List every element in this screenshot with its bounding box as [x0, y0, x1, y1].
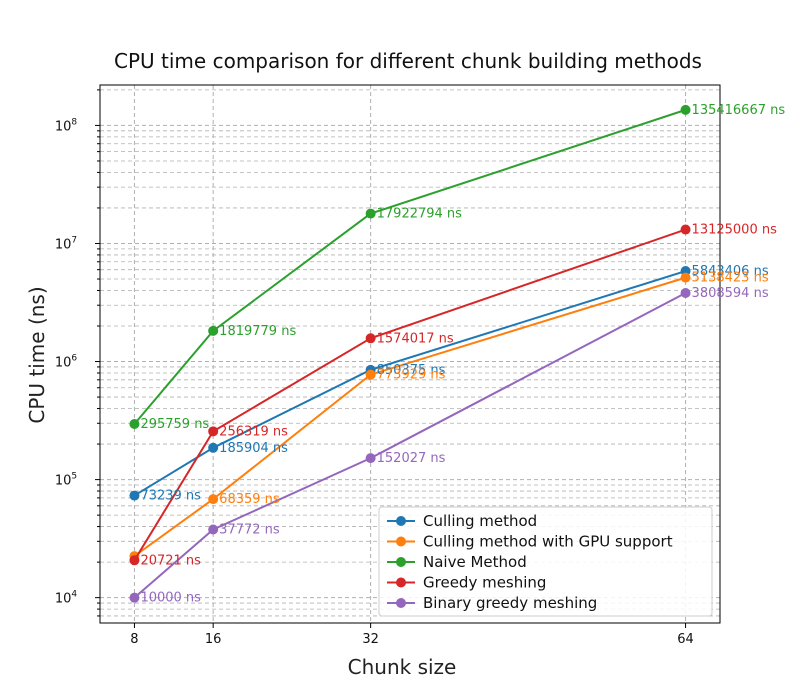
data-point [365, 369, 376, 380]
data-point [208, 494, 219, 505]
data-point [365, 208, 376, 219]
legend-box [378, 506, 713, 617]
legend-swatch-marker [396, 557, 406, 567]
y-tick-label: 106 [55, 354, 78, 371]
x-tick-label: 32 [362, 632, 379, 647]
data-label: 3808594 ns [692, 286, 769, 301]
data-label: 37772 ns [219, 523, 280, 538]
data-label: 185904 ns [219, 441, 288, 456]
series-line [133, 228, 686, 561]
grid [100, 85, 720, 623]
data-label: 295759 ns [140, 417, 209, 432]
series-line [133, 270, 686, 497]
data-point [680, 104, 691, 115]
data-point [129, 555, 140, 566]
data-label: 13125000 ns [692, 223, 778, 238]
data-point [365, 453, 376, 464]
y-tick-label: 105 [55, 472, 77, 489]
data-point [680, 224, 691, 235]
legend-swatch-marker [396, 516, 406, 526]
x-axis-label: Chunk size [348, 655, 457, 679]
legend-swatch-marker [396, 577, 406, 588]
series-group [129, 104, 691, 603]
axis-ticks: 8 16 32 64 104 105 106 107 108 [55, 89, 694, 647]
data-label: 20721 ns [140, 553, 201, 568]
data-point [680, 287, 691, 298]
data-label: 850375 ns [377, 363, 446, 378]
data-point [208, 524, 219, 535]
legend-swatch-marker [396, 598, 406, 608]
plot-frame [99, 84, 721, 624]
data-label: 135416667 ns [692, 103, 786, 118]
data-point [680, 272, 691, 283]
y-tick-label: 108 [55, 117, 78, 134]
legend-label: Greedy meshing [423, 574, 546, 592]
legend-swatch-marker [396, 536, 406, 547]
data-label: 773929 ns [377, 368, 446, 383]
y-tick-label: 104 [55, 590, 78, 607]
data-point [129, 419, 140, 430]
legend-label: Naive Method [423, 553, 527, 571]
y-tick-label: 107 [55, 235, 77, 252]
data-point [129, 490, 140, 501]
legend-label: Culling method with GPU support [423, 533, 673, 551]
series-line [133, 276, 686, 557]
data-label: 73239 ns [140, 489, 201, 504]
data-label: 5138423 ns [692, 271, 769, 286]
legend: Culling method Culling method with GPU su… [378, 506, 713, 617]
data-label: 256319 ns [219, 424, 288, 439]
data-label: 10000 ns [140, 591, 201, 606]
data-point [129, 592, 140, 603]
data-label: 1574017 ns [377, 331, 454, 346]
data-label: 68359 ns [219, 492, 280, 507]
legend-label: Binary greedy meshing [423, 594, 597, 612]
data-point [208, 426, 219, 437]
data-label: 1819779 ns [219, 324, 296, 339]
series-line [133, 292, 687, 599]
data-labels: 73239 ns 185904 ns 850375 ns 5843406 ns 6835… [140, 103, 785, 606]
x-tick-label: 8 [130, 632, 138, 647]
data-point [208, 442, 219, 453]
data-point [365, 333, 376, 344]
data-point [208, 325, 219, 336]
x-tick-label: 64 [677, 632, 694, 647]
data-label: 5843406 ns [692, 264, 769, 279]
data-label: 152027 ns [377, 451, 446, 466]
series-line [133, 108, 686, 425]
chart-title: CPU time comparison for different chunk … [114, 49, 702, 73]
data-label: 17922794 ns [377, 207, 463, 222]
y-axis-label: CPU time (ns) [25, 286, 49, 423]
x-tick-label: 16 [205, 632, 222, 647]
legend-label: Culling method [423, 512, 537, 530]
